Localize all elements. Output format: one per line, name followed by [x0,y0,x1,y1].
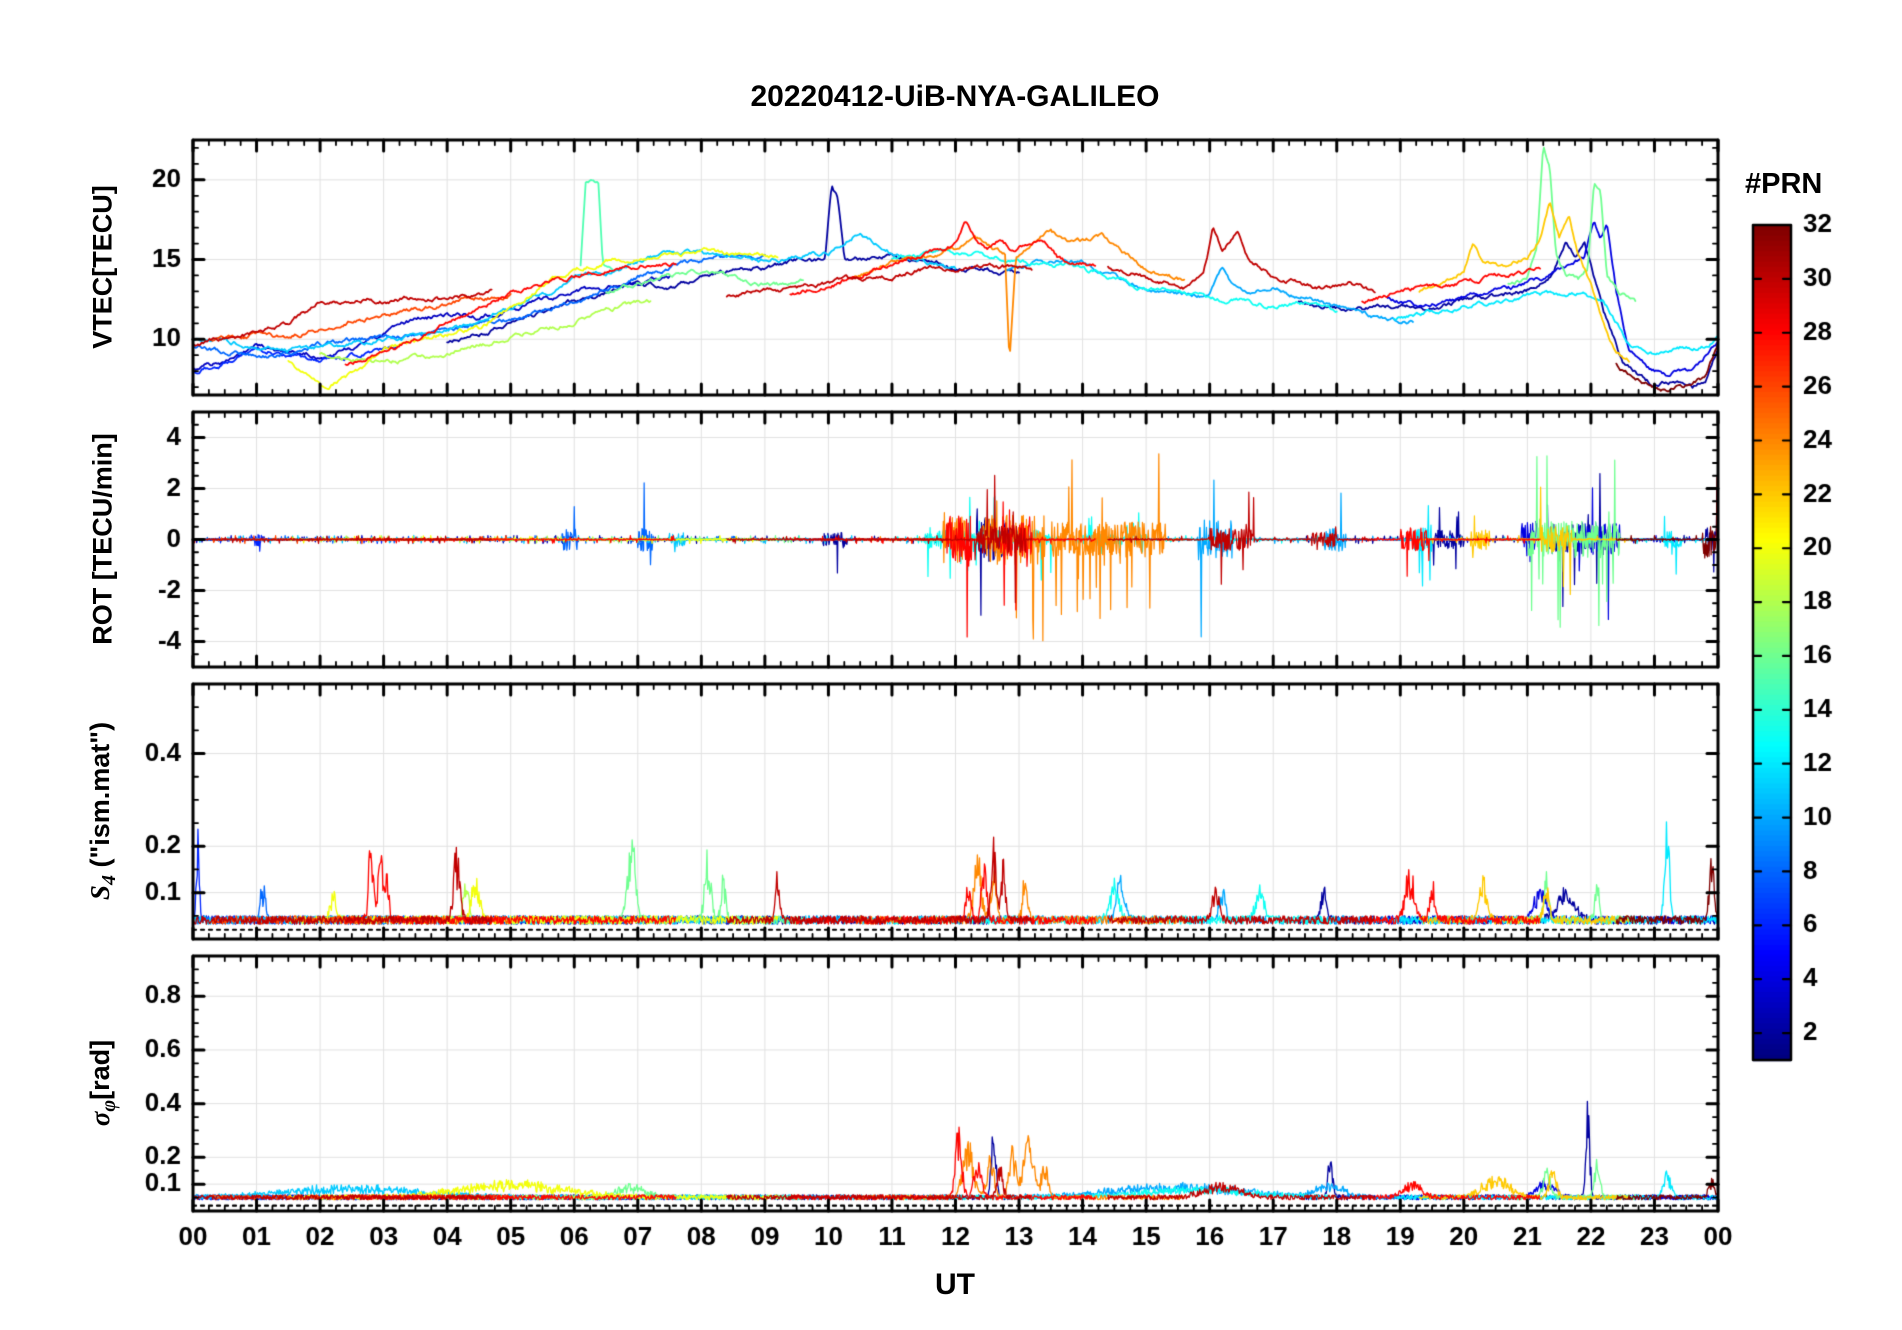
y-axis-label-sigma-subscript: φ [98,1099,121,1112]
y-axis-label-rot: ROT [TECU/min] [88,433,119,644]
y-axis-label-vtec: VTEC[TECU] [88,185,119,349]
y-axis-label-sigma-symbol: σ [84,1111,115,1127]
y-axis-label-s4: S4 ("ism.mat") [85,722,121,900]
figure-title: 20220412-UiB-NYA-GALILEO [750,80,1160,113]
x-axis-label: UT [935,1268,975,1301]
y-axis-label-vtec-text: VTEC[TECU] [87,185,118,349]
colorbar-label: #PRN [1745,168,1823,200]
y-axis-label-s4-subscript: 4 [98,875,121,886]
y-axis-label-s4-rest: ("ism.mat") [84,721,115,876]
y-axis-label-sigma-phi: σφ[rad] [85,1040,121,1126]
y-axis-label-rot-text: ROT [TECU/min] [87,433,118,645]
y-axis-label-sigma-rest: [rad] [84,1039,115,1100]
y-axis-label-s4-symbol: S [84,885,115,901]
